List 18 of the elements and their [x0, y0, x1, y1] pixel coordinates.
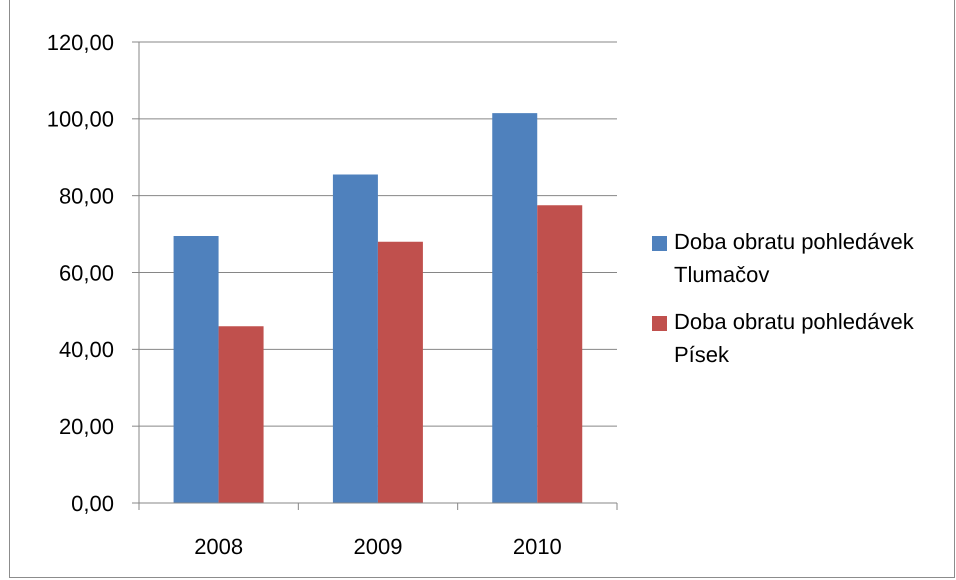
- bar: [332, 174, 378, 503]
- legend-label: Doba obratu pohledávek Tlumačov: [674, 228, 915, 289]
- y-tick-label: 40,00: [58, 337, 114, 362]
- x-tick-label: 2008: [194, 534, 244, 559]
- bar: [537, 205, 582, 503]
- y-tick-label: 60,00: [58, 260, 114, 286]
- bar: [218, 326, 264, 503]
- bar: [378, 242, 423, 503]
- y-tick-label: 120,00: [46, 30, 114, 55]
- legend-label: Doba obratu pohledávek Písek: [674, 308, 915, 369]
- y-tick-label: 0,00: [71, 490, 114, 516]
- x-tick-label: 2010: [512, 534, 562, 559]
- bar: [492, 113, 538, 503]
- y-tick-label: 100,00: [46, 106, 114, 132]
- y-tick-label: 80,00: [58, 183, 114, 208]
- bar: [174, 236, 219, 503]
- x-tick-label: 2009: [354, 534, 402, 559]
- y-tick-label: 20,00: [58, 414, 114, 439]
